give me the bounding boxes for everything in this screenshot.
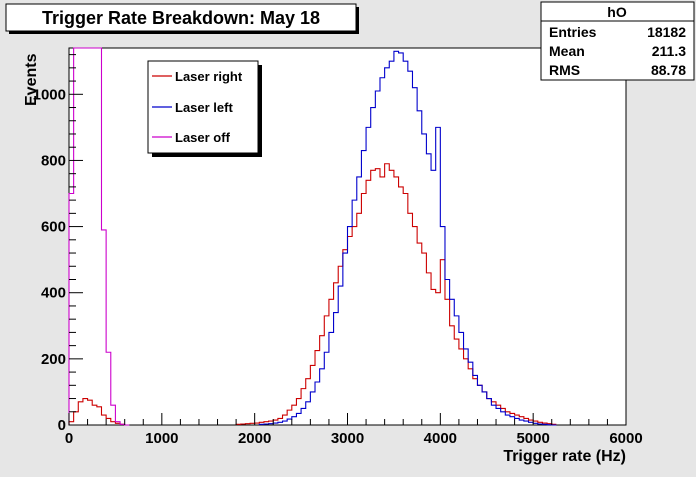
axes: 0 1000 2000 3000 4000 5000 6000 0 200 400 600 800 10… [33,54,643,447]
stats-mean-label: Mean [549,43,585,59]
series-line-laser-left [258,50,557,426]
x-tick-label: 0 [65,430,73,447]
legend-label-laser-right: Laser right [175,69,243,84]
stats-entries-label: Entries [549,24,597,40]
stats-box: hO Entries 18182 Mean 211.3 RMS 88.78 [540,1,695,81]
y-tick-label: 400 [41,285,66,302]
series-line-laser-off [68,47,130,426]
y-axis-label: Events [23,53,40,106]
x-tick-label: 4000 [424,430,457,447]
x-tick-label: 1000 [145,430,178,447]
y-tick-label: 600 [41,219,66,236]
legend-label-laser-left: Laser left [175,100,233,115]
legend-label-laser-off: Laser off [175,130,231,145]
stats-box-frame [540,1,695,81]
x-tick-label: 5000 [516,430,549,447]
y-tick-label: 800 [41,152,66,169]
chart-title: Trigger Rate Breakdown: May 18 [42,8,320,28]
x-tick-label: 3000 [331,430,364,447]
stats-hist-name: hO [607,4,627,20]
y-tick-label: 0 [58,417,66,434]
stats-entries-value: 18182 [647,24,686,40]
legend: Laser right Laser left Laser off [147,60,262,157]
stats-mean-value: 211.3 [652,43,686,59]
x-tick-label: 2000 [238,430,271,447]
series-curves [68,47,557,426]
stats-rms-label: RMS [549,62,580,78]
y-tick-label: 1000 [33,86,66,103]
y-tick-label: 200 [41,351,66,368]
x-axis-label: Trigger rate (Hz) [503,448,626,465]
x-tick-label: 6000 [609,430,642,447]
title-box: Trigger Rate Breakdown: May 18 [5,3,359,34]
stats-rms-value: 88.78 [651,62,686,78]
title-box-frame [5,3,357,32]
